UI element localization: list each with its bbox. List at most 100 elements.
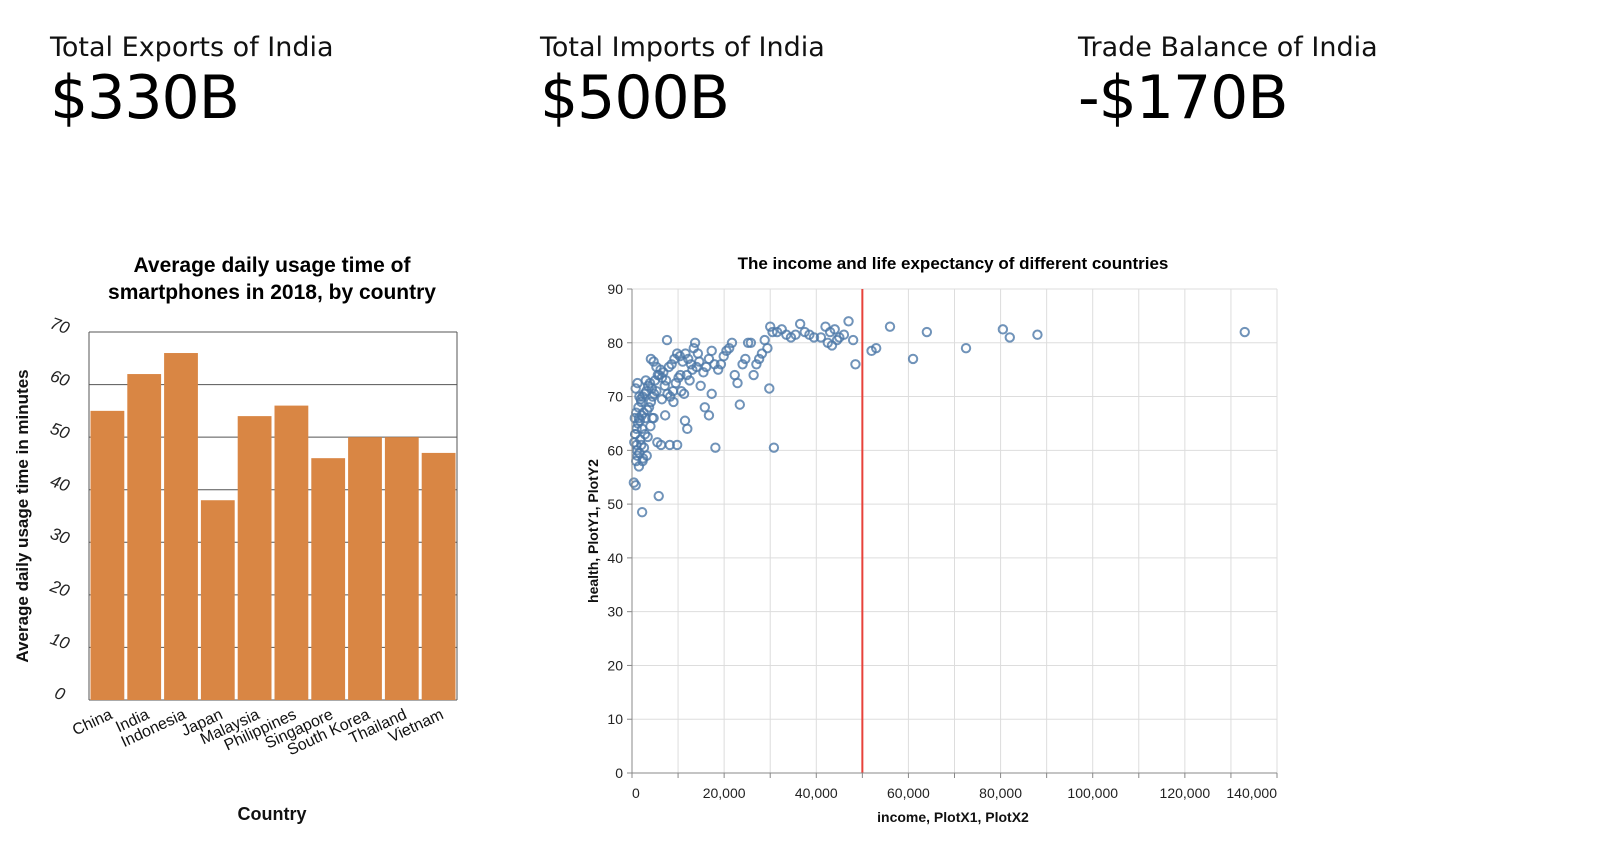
scatter-point xyxy=(642,431,653,443)
scatter-point xyxy=(643,402,655,413)
scatter-point xyxy=(641,385,652,397)
scatter-point xyxy=(665,391,676,402)
scatter-point xyxy=(634,447,645,459)
bar xyxy=(421,452,456,700)
scatter-point xyxy=(734,399,746,410)
bar xyxy=(200,500,235,700)
scatter-ytick-label: 20 xyxy=(607,657,623,673)
scatter-point xyxy=(644,377,656,389)
scatter-point xyxy=(706,388,717,400)
scatter-point xyxy=(653,369,665,381)
scatter-point xyxy=(759,334,770,346)
scatter-point xyxy=(659,380,670,391)
scatter-point xyxy=(634,391,645,402)
bar-ytick-label: 60 xyxy=(48,366,73,391)
scatter-point xyxy=(645,396,657,408)
scatter-point xyxy=(645,353,657,365)
scatter-point xyxy=(804,329,815,340)
scatter-point xyxy=(829,324,840,335)
scatter-point xyxy=(637,391,648,402)
scatter-point xyxy=(762,342,773,354)
scatter-ytick-label: 70 xyxy=(607,389,623,405)
scatter-point xyxy=(631,439,642,451)
scatter-point xyxy=(646,383,658,394)
kpi-exports-label: Total Exports of India xyxy=(50,32,334,63)
scatter-point xyxy=(685,359,697,370)
scatter-point xyxy=(633,461,645,472)
bar-chart-xlabel: Country xyxy=(238,804,307,824)
scatter-point xyxy=(799,326,810,338)
scatter-point xyxy=(921,326,933,338)
scatter-point xyxy=(870,342,882,354)
bar-ytick-label: 20 xyxy=(47,576,73,601)
bar-chart-title-line2: smartphones in 2018, by country xyxy=(108,281,436,304)
bar xyxy=(90,410,125,700)
scatter-point xyxy=(642,380,654,391)
scatter-point xyxy=(675,369,686,381)
scatter-point xyxy=(703,353,715,365)
scatter-point xyxy=(684,375,695,386)
scatter-point xyxy=(1239,326,1250,338)
scatter-point xyxy=(680,348,691,359)
scatter-point xyxy=(721,345,732,357)
scatter-point xyxy=(630,429,641,440)
kpi-imports-value: $500B xyxy=(540,63,730,133)
scatter-point xyxy=(737,359,748,370)
scatter-point xyxy=(815,332,827,343)
scatter-point xyxy=(790,329,801,340)
scatter-point xyxy=(636,423,648,435)
scatter-point xyxy=(628,477,640,488)
scatter-point xyxy=(632,377,643,389)
scatter-point xyxy=(640,412,651,424)
scatter-point xyxy=(639,388,650,400)
scatter-point xyxy=(1004,332,1015,343)
scatter-point xyxy=(638,407,649,418)
scatter-point xyxy=(703,410,715,421)
scatter-point xyxy=(831,334,843,346)
scatter-chart-xlabel: income, PlotX1, PlotX2 xyxy=(877,809,1029,825)
scatter-point xyxy=(662,388,673,400)
scatter-point xyxy=(658,367,669,378)
scatter-point xyxy=(907,353,919,365)
scatter-point xyxy=(668,396,679,408)
scatter-point xyxy=(660,375,672,386)
scatter-point xyxy=(652,437,663,448)
scatter-point xyxy=(768,442,780,453)
scatter-xtick-label: 20,000 xyxy=(703,785,746,801)
scatter-point xyxy=(808,332,820,343)
bar-ytick-label: 50 xyxy=(48,419,73,444)
scatter-point xyxy=(642,404,653,416)
scatter-ytick-label: 40 xyxy=(607,550,623,566)
scatter-point xyxy=(648,356,659,367)
scatter-point xyxy=(635,394,646,405)
scatter-point xyxy=(655,364,666,375)
kpi-imports-label: Total Imports of India xyxy=(540,32,825,63)
scatter-point xyxy=(637,453,649,464)
scatter-point xyxy=(688,342,699,354)
scatter-point xyxy=(764,383,775,394)
scatter-point xyxy=(822,337,834,348)
kpi-exports-value: $330B xyxy=(50,63,240,133)
scatter-point xyxy=(694,356,705,367)
scatter-point xyxy=(632,450,643,461)
scatter-point xyxy=(847,334,859,346)
scatter-point xyxy=(692,348,704,359)
scatter-point xyxy=(670,377,681,389)
scatter-ytick-label: 10 xyxy=(607,711,623,727)
scatter-ytick-label: 80 xyxy=(607,335,623,351)
scatter-point xyxy=(729,369,740,381)
kpi-exports: Total Exports of India $330B xyxy=(50,30,530,130)
scatter-ytick-label: 0 xyxy=(615,765,623,781)
scatter-point xyxy=(765,321,776,332)
bar-ytick-label: 0 xyxy=(52,683,68,704)
kpi-trade-balance-label: Trade Balance of India xyxy=(1078,32,1378,63)
scatter-point xyxy=(781,329,792,340)
scatter-ytick-label: 50 xyxy=(607,496,623,512)
scatter-point xyxy=(700,361,712,373)
kpi-trade-balance-value: -$170B xyxy=(1078,63,1289,133)
scatter-point xyxy=(843,316,854,327)
scatter-point xyxy=(751,359,762,370)
scatter-point xyxy=(724,342,735,354)
bar-chart-title-line1: Average daily usage time of xyxy=(134,254,412,277)
scatter-ytick-label: 90 xyxy=(607,281,623,297)
